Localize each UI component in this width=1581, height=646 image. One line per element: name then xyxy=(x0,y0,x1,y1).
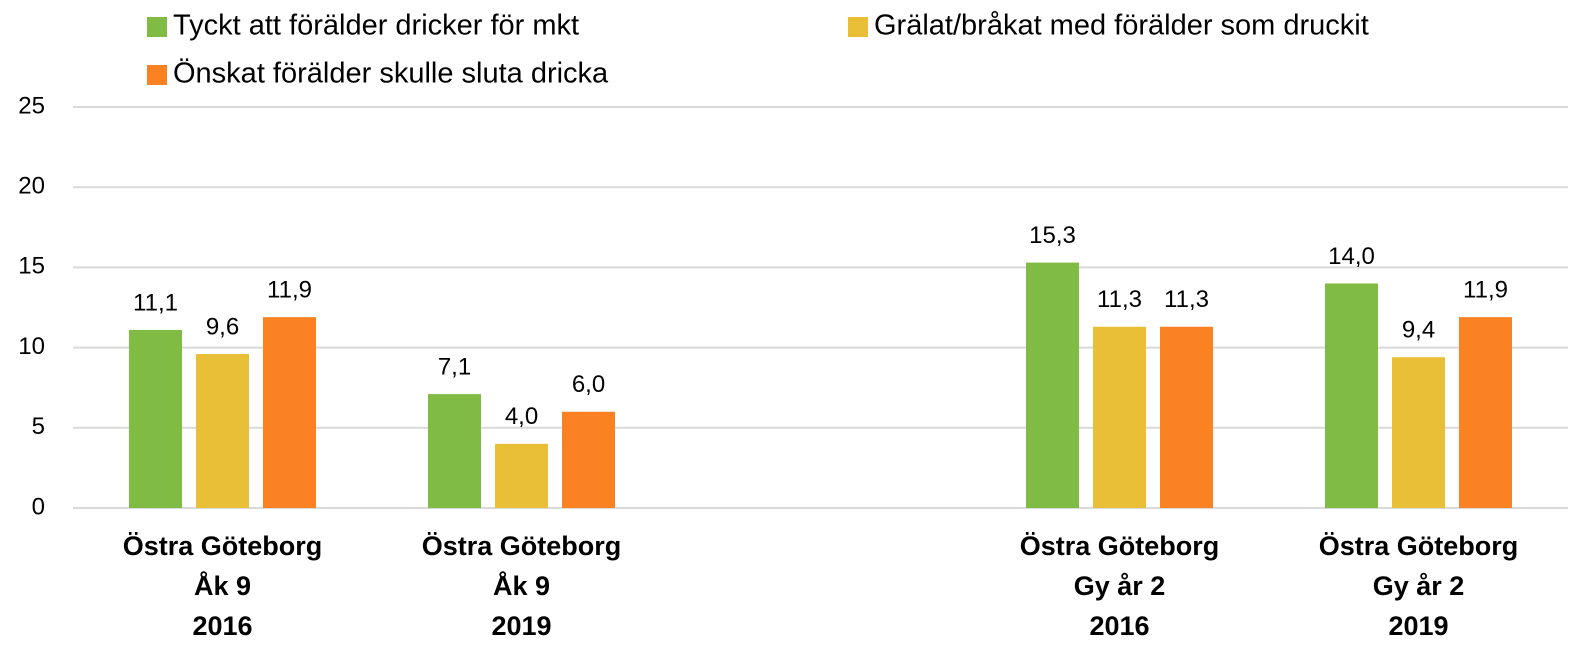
bar xyxy=(1325,283,1378,508)
value-label: 11,9 xyxy=(1463,276,1508,303)
legend-swatch xyxy=(147,65,167,85)
value-label: 14,0 xyxy=(1328,243,1375,270)
y-tick-label: 25 xyxy=(18,92,45,119)
bar xyxy=(1459,317,1512,508)
x-tick-label: Östra Göteborg Gy år 2 2016 xyxy=(1019,531,1220,641)
y-tick-label: 10 xyxy=(18,333,45,360)
bar xyxy=(263,317,316,508)
bar xyxy=(1093,326,1146,508)
value-label: 7,1 xyxy=(438,353,471,380)
value-label: 11,3 xyxy=(1164,286,1209,313)
bar xyxy=(1392,357,1445,508)
value-label: 9,4 xyxy=(1402,317,1435,344)
bar xyxy=(129,329,182,508)
y-tick-label: 15 xyxy=(18,253,45,280)
value-label: 11,1 xyxy=(133,289,178,316)
y-tick-label: 20 xyxy=(18,173,45,200)
legend-label: Tyckt att förälder dricker för mkt xyxy=(173,10,579,42)
x-tick-label: Östra Göteborg Åk 9 2019 xyxy=(421,531,622,641)
legend-label: Önskat förälder skulle sluta dricka xyxy=(173,58,609,90)
x-tick-label: Östra Göteborg Gy år 2 2019 xyxy=(1318,531,1519,641)
bar xyxy=(1160,326,1213,508)
bar xyxy=(495,443,548,508)
value-label: 11,9 xyxy=(267,276,312,303)
bar xyxy=(428,394,481,508)
x-tick-label: Östra Göteborg Åk 9 2016 xyxy=(122,531,323,641)
y-tick-label: 0 xyxy=(32,493,45,520)
bar xyxy=(1026,262,1079,508)
bar xyxy=(196,354,249,508)
value-label: 6,0 xyxy=(572,371,605,398)
y-tick-label: 5 xyxy=(32,413,45,440)
value-label: 15,3 xyxy=(1029,222,1076,249)
legend-label: Grälat/bråkat med förälder som druckit xyxy=(874,10,1369,42)
bar xyxy=(562,411,615,508)
value-label: 11,3 xyxy=(1097,286,1142,313)
legend-swatch xyxy=(848,17,868,37)
value-label: 9,6 xyxy=(206,313,239,340)
value-label: 4,0 xyxy=(505,403,538,430)
legend-swatch xyxy=(147,17,167,37)
